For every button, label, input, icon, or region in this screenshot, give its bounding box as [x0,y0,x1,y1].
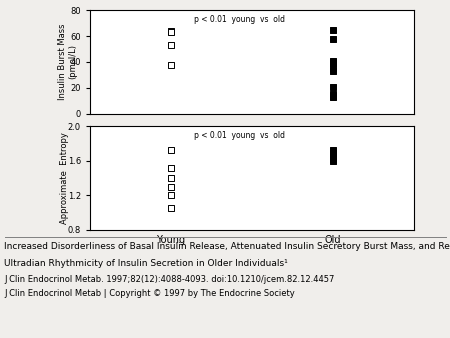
Point [329,68,337,74]
Point [329,150,337,156]
Text: J Clin Endocrinol Metab | Copyright © 1997 by The Endocrine Society: J Clin Endocrinol Metab | Copyright © 19… [4,289,295,298]
Point [329,92,337,97]
Point [329,66,337,71]
Point [329,154,337,159]
Y-axis label: Approximate  Entropy: Approximate Entropy [60,132,69,224]
Point [167,206,175,211]
Point [329,94,337,100]
Point [329,36,337,41]
Text: Ultradian Rhythmicity of Insulin Secretion in Older Individuals¹: Ultradian Rhythmicity of Insulin Secreti… [4,259,288,268]
Point [329,156,337,162]
Y-axis label: Insulin Burst Mass
(pmol/L): Insulin Burst Mass (pmol/L) [58,24,77,100]
Point [329,84,337,89]
Point [329,93,337,98]
Point [167,193,175,198]
Point [329,154,337,160]
Point [329,27,337,32]
Point [167,165,175,170]
Text: J Clin Endocrinol Metab. 1997;82(12):4088-4093. doi:10.1210/jcem.82.12.4457: J Clin Endocrinol Metab. 1997;82(12):408… [4,275,335,285]
Point [329,58,337,63]
Point [167,175,175,181]
Text: p < 0.01  young  vs  old: p < 0.01 young vs old [194,15,285,24]
Point [167,147,175,152]
Point [329,152,337,158]
Point [167,42,175,48]
Point [167,62,175,67]
Point [167,28,175,33]
Point [329,148,337,153]
Text: p < 0.01  young  vs  old: p < 0.01 young vs old [194,131,285,140]
Point [329,158,337,164]
Point [329,59,337,65]
Text: Increased Disorderliness of Basal Insulin Release, Attenuated Insulin Secretory : Increased Disorderliness of Basal Insuli… [4,242,450,251]
Point [167,184,175,189]
Point [329,61,337,66]
Point [167,29,175,35]
